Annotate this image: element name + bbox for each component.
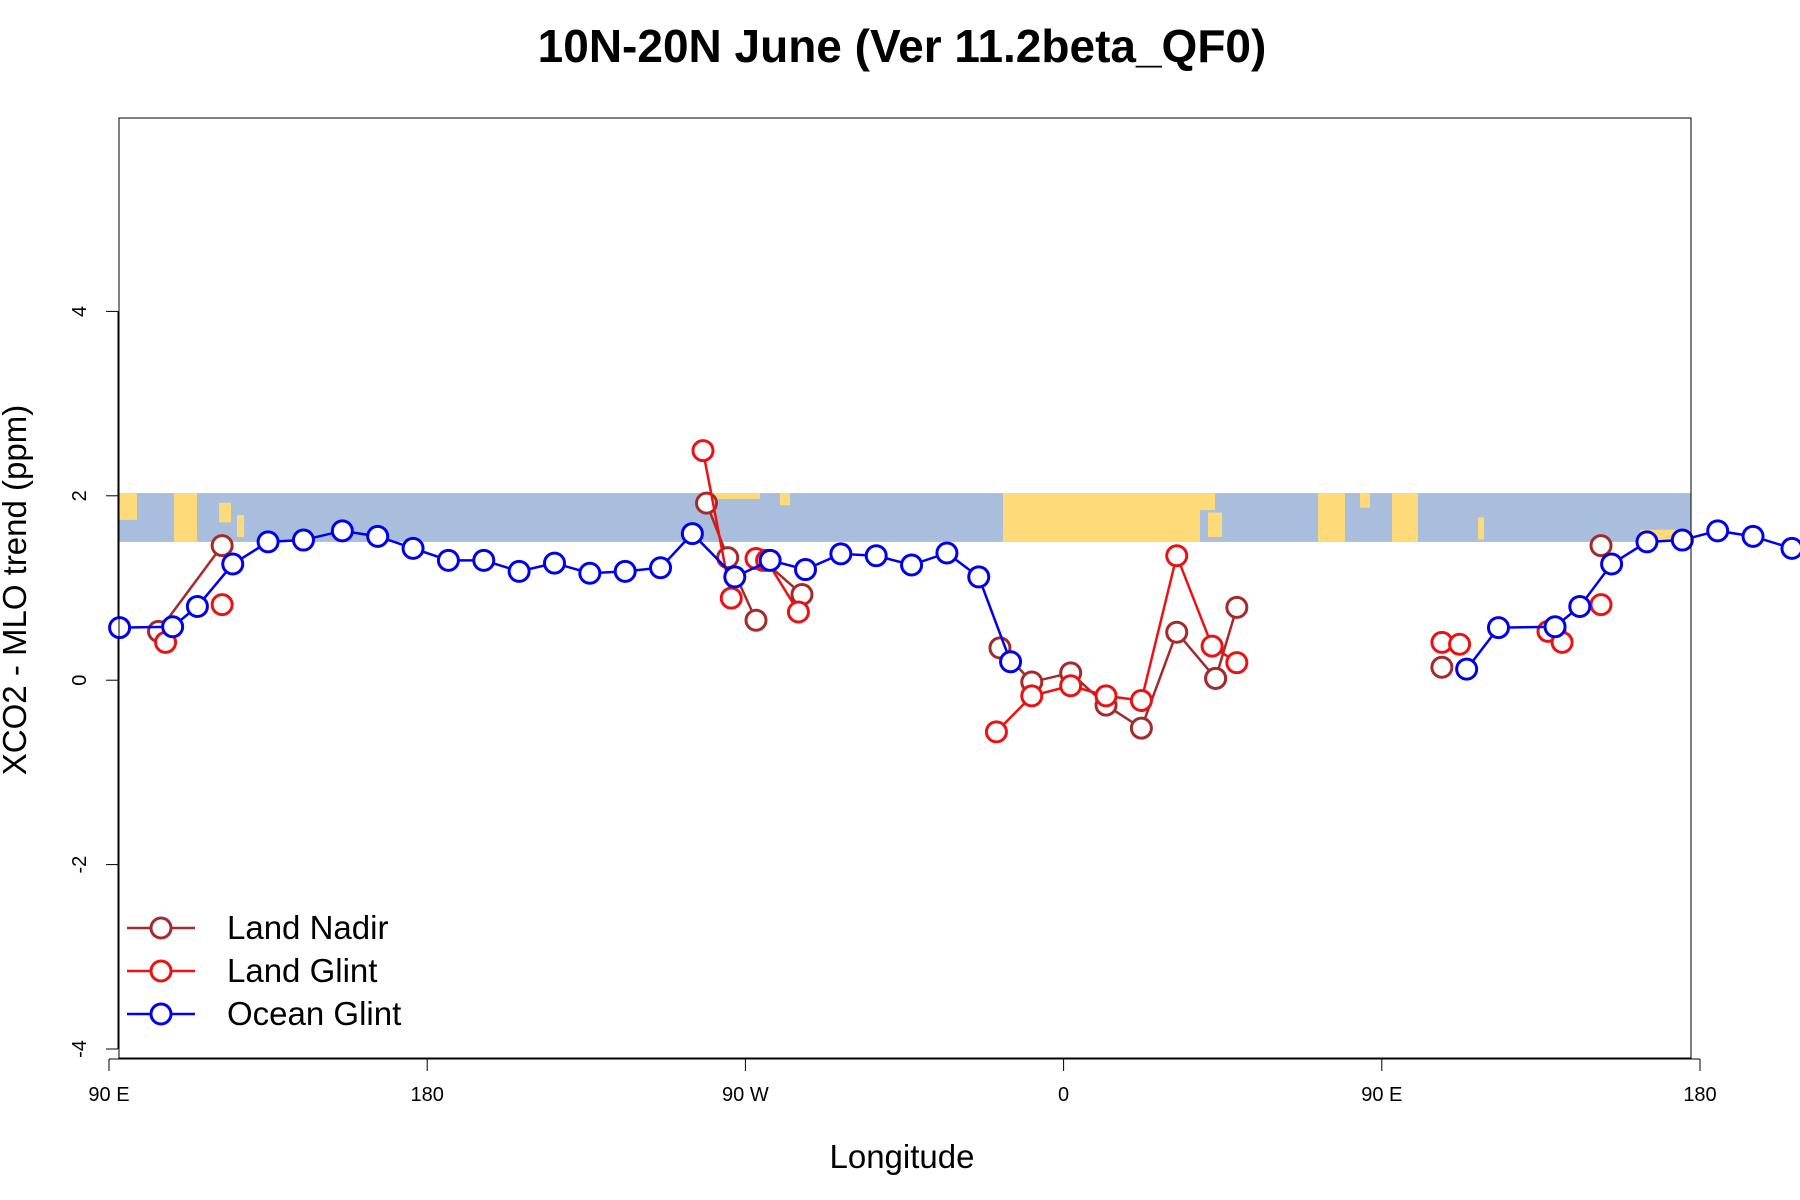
legend-item-land-nadir: Land Nadir [127, 909, 388, 946]
land-nadir-point [1225, 595, 1249, 619]
x-tick-label: 0 [1058, 1084, 1069, 1106]
x-axis-label: Longitude [830, 1138, 975, 1175]
ocean-glint-point [1455, 657, 1479, 681]
ocean-glint-point [108, 616, 132, 640]
legend-label: Land Nadir [227, 909, 388, 946]
ocean-glint-point [542, 551, 566, 575]
legend-marker [149, 1002, 173, 1026]
ocean-glint-point [900, 553, 924, 577]
y-tick-label: 2 [69, 490, 91, 501]
world-map-band [119, 493, 1691, 542]
land-glint-point [1059, 674, 1083, 698]
ocean-glint-point [185, 594, 209, 618]
ocean-glint-point [578, 561, 602, 585]
ocean-glint-point [401, 536, 425, 560]
legend: Land Nadir Land Glint Ocean Glint [127, 909, 401, 1032]
land-glint-point [984, 720, 1008, 744]
x-tick-label: 180 [411, 1084, 444, 1106]
land-glint-point [719, 586, 743, 610]
plot-frame [118, 117, 1692, 1059]
y-axis-label: XCO2 - MLO trend (ppm) [0, 405, 33, 775]
series-ocean-glint [108, 519, 1800, 681]
land-nadir-point [210, 534, 234, 558]
land-glint-point [1020, 684, 1044, 708]
land-glint-point [786, 600, 810, 624]
ocean-glint-point [221, 552, 245, 576]
land-glint-point [691, 439, 715, 463]
ocean-glint-point [161, 615, 185, 639]
ocean-glint-point [680, 522, 704, 546]
y-tick-label: -4 [69, 1040, 91, 1058]
ocean-glint-line [1465, 529, 1800, 670]
series-layer [108, 439, 1800, 744]
ocean-glint-point [829, 542, 853, 566]
y-tick-label: 0 [69, 675, 91, 686]
ocean-glint-point [366, 524, 390, 548]
x-tick-label: 180 [1683, 1084, 1716, 1106]
axes: 90 E 180 90 W 0 90 E 180 -4 -2 0 2 4 [69, 306, 1717, 1106]
land-nadir-point [1430, 655, 1454, 679]
chart-title: 10N-20N June (Ver 11.2beta_QF0) [538, 20, 1267, 72]
x-tick-label: 90 E [1361, 1084, 1402, 1106]
ocean-glint-point [1741, 524, 1765, 548]
land-nadir-point [1204, 666, 1228, 690]
series-land-glint [154, 439, 1613, 744]
ocean-glint-point [758, 548, 782, 572]
ocean-glint-point [1568, 594, 1592, 618]
ocean-glint-point [507, 559, 531, 583]
ocean-glint-point [1706, 519, 1730, 543]
ocean-glint-point [256, 530, 280, 554]
land-nadir-point [1165, 620, 1189, 644]
x-tick-label: 90 W [722, 1084, 769, 1106]
ocean-glint-point [1600, 552, 1624, 576]
ocean-glint-point [935, 541, 959, 565]
ocean-glint-point [436, 548, 460, 572]
legend-marker [149, 916, 173, 940]
ocean-glint-point [649, 556, 673, 580]
ocean-glint-point [613, 559, 637, 583]
ocean-glint-point [1635, 530, 1659, 554]
legend-label: Ocean Glint [227, 995, 401, 1032]
ocean-glint-point [999, 650, 1023, 674]
ocean-glint-point [967, 565, 991, 589]
land-nadir-point [744, 608, 768, 632]
land-glint-point [210, 593, 234, 617]
land-glint-point [1200, 634, 1224, 658]
ocean-glint-point [864, 544, 888, 568]
land-nadir-point [1589, 534, 1613, 558]
ocean-glint-point [291, 528, 315, 552]
legend-label: Land Glint [227, 952, 377, 989]
land-glint-point [1225, 651, 1249, 675]
legend-item-land-glint: Land Glint [127, 952, 377, 989]
ocean-glint-point [330, 519, 354, 543]
land-glint-point [1094, 684, 1118, 708]
land-glint-point [1589, 593, 1613, 617]
ocean-glint-point [472, 548, 496, 572]
land-glint-point [1448, 632, 1472, 656]
land-nadir-point [716, 546, 740, 570]
ocean-glint-point [723, 565, 747, 589]
map-land-shapes [119, 493, 1691, 542]
ocean-glint-point [1780, 536, 1800, 560]
ocean-glint-point [1486, 616, 1510, 640]
x-tick-label: 90 E [88, 1084, 129, 1106]
ocean-glint-point [1670, 528, 1694, 552]
land-nadir-line [1214, 607, 1239, 679]
legend-marker [149, 959, 173, 983]
y-tick-label: 4 [69, 306, 91, 317]
land-glint-point [1165, 544, 1189, 568]
ocean-glint-point [1543, 615, 1567, 639]
map-ocean-band [119, 493, 1691, 542]
ocean-glint-point [794, 558, 818, 582]
land-glint-point [1129, 688, 1153, 712]
y-tick-label: -2 [69, 856, 91, 874]
legend-item-ocean-glint: Ocean Glint [127, 995, 401, 1032]
land-nadir-point [1129, 716, 1153, 740]
